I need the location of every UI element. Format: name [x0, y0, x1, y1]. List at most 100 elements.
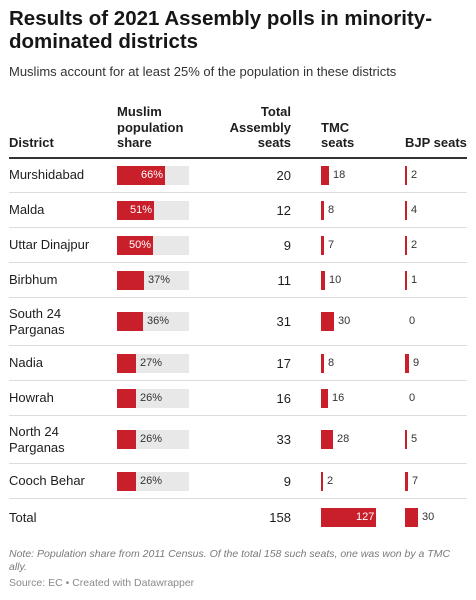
table-row: Murshidabad 66% 20 18 2 [9, 157, 467, 193]
source-credit: Source: EC • Created with Datawrapper [9, 577, 195, 589]
grand-total-seats: 158 [269, 510, 291, 526]
table-row: Birbhum 37% 11 10 1 [9, 262, 467, 298]
bjp-seats-label: 2 [411, 168, 418, 181]
bjp-seats-bar [405, 471, 408, 491]
tmc-seats-label: 8 [328, 356, 335, 369]
share-label: 36% [147, 315, 170, 327]
total-share-empty [117, 499, 201, 537]
table-row: Howrah 26% 16 16 0 [9, 380, 467, 416]
share-track: 26% [117, 430, 189, 449]
share-label: 26% [140, 474, 163, 487]
tmc-seats-bar-wrap: 8 [321, 353, 377, 373]
bjp-seats-cell: 2 [377, 157, 467, 193]
share-cell: 26% [117, 415, 201, 464]
bjp-seats-label: 1 [411, 273, 418, 286]
bjp-seats-bar [405, 200, 407, 220]
bjp-seats-bar [405, 165, 407, 185]
share-cell: 26% [117, 380, 201, 416]
bjp-seats-cell: 0 [377, 297, 467, 346]
total-seats: 11 [201, 262, 293, 298]
table-row: South 24 Parganas 36% 31 30 0 [9, 297, 467, 346]
tmc-seats-label: 30 [338, 315, 351, 327]
share-track: 66% [117, 165, 189, 185]
column-header-share: Muslim population share [117, 104, 201, 159]
share-cell: 50% [117, 227, 201, 263]
share-cell: 26% [117, 463, 201, 499]
share-bar [117, 471, 136, 491]
column-header-bjp: BJP seats [377, 104, 467, 159]
total-seats: 12 [201, 192, 293, 228]
bjp-seats-cell: 4 [377, 192, 467, 228]
total-bjp-bar [405, 508, 418, 528]
share-bar [117, 200, 154, 220]
footnote: Note: Population share from 2011 Census.… [9, 548, 451, 573]
chart-subtitle: Muslims account for at least 25% of the … [9, 64, 397, 79]
tmc-seats-label: 28 [337, 433, 350, 445]
district-name: Uttar Dinajpur [9, 227, 117, 263]
bjp-seats-bar-wrap: 0 [405, 312, 467, 331]
results-table: District Muslim population share Total A… [9, 104, 467, 537]
share-track: 27% [117, 353, 189, 373]
bjp-seats-bar-wrap: 2 [405, 165, 467, 185]
tmc-seats-cell: 28 [293, 415, 377, 464]
share-cell: 37% [117, 262, 201, 298]
bjp-seats-bar-wrap: 1 [405, 270, 467, 290]
district-name: Murshidabad [9, 157, 117, 193]
column-header-tmc: TMC seats [293, 104, 377, 159]
tmc-seats-cell: 10 [293, 262, 377, 298]
bjp-seats-cell: 7 [377, 463, 467, 499]
tmc-seats-label: 8 [328, 203, 335, 216]
bjp-seats-bar [405, 353, 409, 373]
tmc-seats-bar [321, 430, 333, 449]
tmc-seats-bar-wrap: 7 [321, 235, 377, 255]
tmc-seats-bar-wrap: 18 [321, 165, 377, 185]
share-label: 26% [140, 391, 163, 404]
bjp-seats-label: 2 [411, 238, 418, 251]
total-label: Total [9, 509, 37, 525]
tmc-seats-bar-wrap: 10 [321, 270, 377, 290]
district-name: Howrah [9, 380, 117, 416]
tmc-seats-bar-wrap: 16 [321, 388, 377, 408]
total-tmc-bar-wrap: 127 [321, 508, 377, 528]
tmc-seats-bar [321, 270, 325, 290]
tmc-seats-bar-wrap: 8 [321, 200, 377, 220]
tmc-seats-cell: 8 [293, 192, 377, 228]
table-row: Cooch Behar 26% 9 2 7 [9, 463, 467, 499]
bjp-seats-bar-wrap: 7 [405, 471, 467, 491]
share-bar [117, 312, 143, 331]
share-label: 50% [129, 238, 152, 251]
share-track: 26% [117, 388, 189, 408]
bjp-seats-cell: 5 [377, 415, 467, 464]
bjp-seats-bar-wrap: 2 [405, 235, 467, 255]
share-cell: 66% [117, 157, 201, 193]
total-seats: 17 [201, 345, 293, 381]
share-track: 26% [117, 471, 189, 491]
share-track: 50% [117, 235, 189, 255]
share-bar [117, 270, 144, 290]
share-track: 37% [117, 270, 189, 290]
table-header-row: District Muslim population share Total A… [9, 104, 467, 159]
share-cell: 51% [117, 192, 201, 228]
tmc-seats-bar-wrap: 30 [321, 312, 377, 331]
total-seats: 20 [201, 157, 293, 193]
share-cell: 36% [117, 297, 201, 346]
share-bar [117, 165, 165, 185]
share-track: 51% [117, 200, 189, 220]
bjp-seats-label: 7 [412, 474, 419, 487]
share-bar [117, 353, 136, 373]
tmc-seats-bar [321, 200, 324, 220]
bjp-seats-bar-wrap: 5 [405, 430, 467, 449]
tmc-seats-cell: 16 [293, 380, 377, 416]
tmc-seats-cell: 8 [293, 345, 377, 381]
bjp-seats-bar-wrap: 0 [405, 389, 467, 408]
tmc-seats-label: 18 [333, 168, 346, 181]
table-row: Uttar Dinajpur 50% 9 7 2 [9, 227, 467, 263]
bjp-seats-label: 9 [413, 356, 420, 369]
total-seats: 9 [201, 227, 293, 263]
share-label: 27% [140, 356, 163, 369]
bjp-seats-bar [405, 430, 407, 449]
total-bjp-cell: 30 [377, 499, 467, 537]
column-header-total: Total Assembly seats [201, 104, 293, 159]
bjp-seats-cell: 2 [377, 227, 467, 263]
table-row: Malda 51% 12 8 4 [9, 192, 467, 228]
